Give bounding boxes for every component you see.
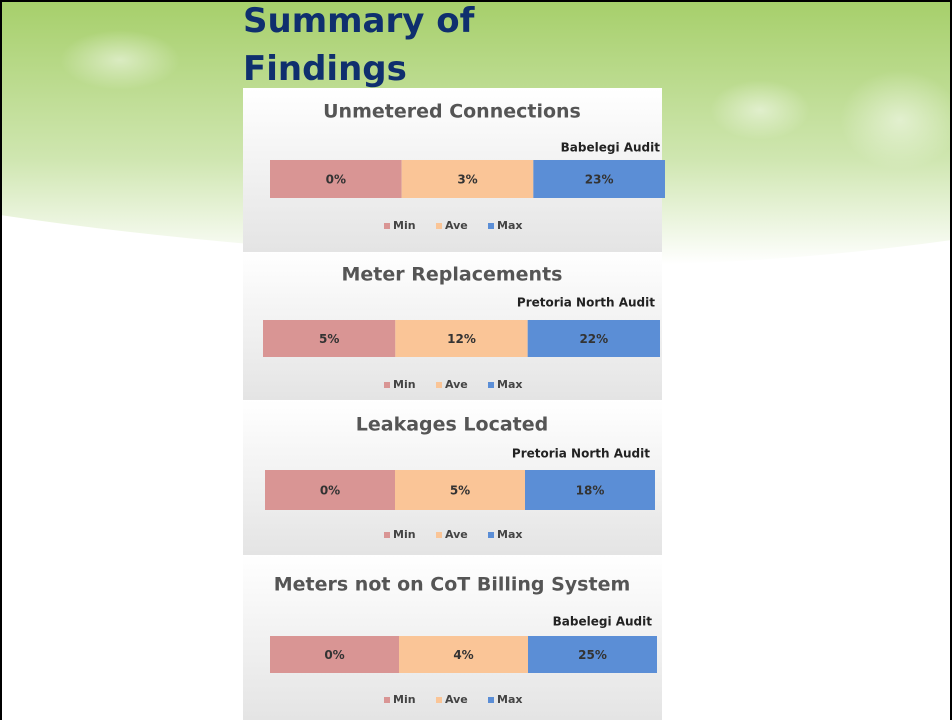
data-label: 22% — [579, 332, 608, 346]
legend-swatch — [384, 532, 390, 538]
legend-label: Ave — [445, 378, 468, 391]
legend-swatch — [384, 382, 390, 388]
legend-swatch — [436, 223, 442, 229]
bar-segment — [270, 160, 402, 198]
legend-swatch — [488, 532, 494, 538]
chart-title: Meter Replacements — [342, 264, 563, 286]
data-label: 25% — [578, 648, 607, 662]
bar-segment — [399, 636, 528, 673]
legend-label: Max — [497, 219, 522, 232]
data-label: 5% — [450, 484, 470, 498]
bar-segment — [528, 636, 657, 673]
legend-swatch — [436, 532, 442, 538]
droplet — [840, 70, 952, 170]
slide-title: Summary of Findings — [243, 1, 476, 89]
bar-segment — [527, 320, 660, 357]
legend-label: Min — [393, 528, 416, 541]
bar-segment — [401, 160, 534, 198]
legend-label: Ave — [445, 219, 468, 232]
data-label: 23% — [585, 173, 614, 187]
bar-segment — [525, 470, 655, 510]
legend-swatch — [384, 223, 390, 229]
data-label: 0% — [320, 484, 340, 498]
data-label: 12% — [447, 332, 476, 346]
chart-title: Leakages Located — [356, 414, 549, 436]
legend-swatch — [384, 697, 390, 703]
legend-swatch — [488, 697, 494, 703]
bar-segment — [270, 636, 399, 673]
droplet — [710, 80, 810, 140]
bar-segment — [263, 320, 396, 357]
bar-segment — [395, 320, 528, 357]
legend-swatch — [436, 382, 442, 388]
legend-label: Min — [393, 378, 416, 391]
annotation: Pretoria North Audit — [512, 447, 650, 461]
annotation: Pretoria North Audit — [517, 296, 655, 310]
bar-segment — [533, 160, 665, 198]
data-label: 0% — [326, 173, 346, 187]
chart-title: Unmetered Connections — [323, 101, 581, 123]
legend-swatch — [488, 382, 494, 388]
bar-segment — [265, 470, 395, 510]
legend-label: Max — [497, 528, 522, 541]
charts: Unmetered Connections Babelegi Audit 0% 3% 2… — [243, 88, 665, 720]
legend-label: Ave — [445, 693, 468, 706]
legend-label: Ave — [445, 528, 468, 541]
legend-swatch — [436, 697, 442, 703]
data-label: 18% — [576, 484, 605, 498]
annotation: Babelegi Audit — [553, 615, 653, 629]
data-label: 0% — [324, 648, 344, 662]
legend-label: Min — [393, 219, 416, 232]
annotation: Babelegi Audit — [561, 141, 661, 155]
legend-swatch — [488, 223, 494, 229]
legend-label: Max — [497, 693, 522, 706]
bar-segment — [395, 470, 525, 510]
legend-label: Max — [497, 378, 522, 391]
legend-label: Min — [393, 693, 416, 706]
data-label: 5% — [319, 332, 339, 346]
droplet — [60, 30, 180, 90]
data-label: 3% — [457, 173, 477, 187]
chart-title: Meters not on CoT Billing System — [274, 574, 631, 596]
data-label: 4% — [453, 648, 473, 662]
